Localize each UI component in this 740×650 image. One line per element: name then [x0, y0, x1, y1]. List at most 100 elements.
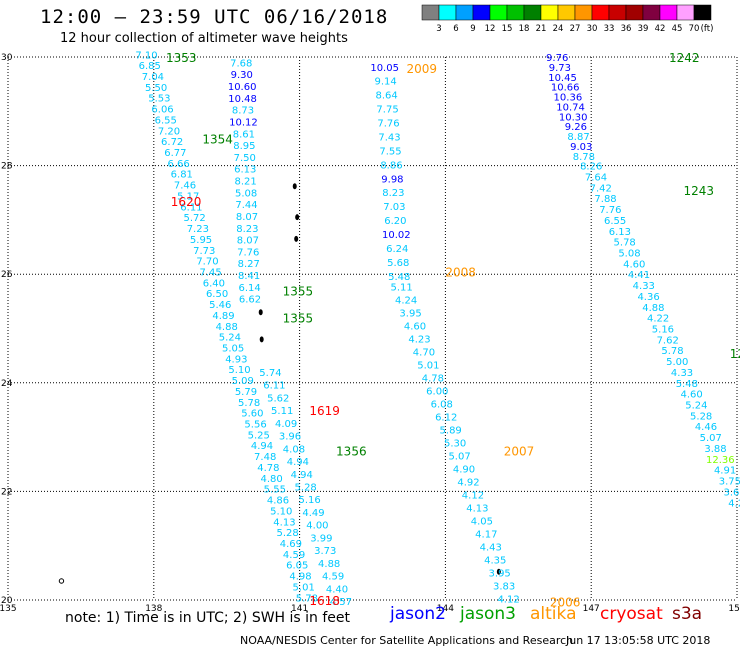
swh-value: 5.46: [209, 300, 231, 311]
island-marker: [259, 336, 264, 343]
lat-tick-label: 24: [1, 379, 13, 389]
swh-value: 5.10: [270, 506, 292, 517]
swh-value: 5.00: [666, 357, 688, 368]
swh-value: 5.01: [417, 361, 439, 372]
lon-tick-label: 144: [437, 604, 454, 614]
swh-value: 8.23: [236, 224, 258, 235]
swh-value: 5.16: [652, 325, 674, 336]
swh-value: 6.14: [238, 283, 260, 294]
swh-value: 8.07: [237, 236, 259, 247]
swh-value: 6.40: [203, 278, 225, 289]
swh-value: 5.56: [244, 420, 266, 431]
swh-value: 6.11: [180, 202, 202, 213]
legend-bin-label: 9: [470, 24, 475, 34]
swh-value: 4.98: [289, 572, 311, 583]
swh-value: 4.60: [404, 322, 426, 333]
legend-bin-label: 18: [519, 24, 530, 34]
swh-value: 5.11: [391, 283, 413, 294]
legend-bin-label: 15: [502, 24, 513, 34]
page-subtitle: 12 hour collection of altimeter wave hei…: [60, 31, 348, 46]
swh-value: 7.50: [234, 153, 256, 164]
swh-value: 4.86: [267, 496, 289, 507]
legend-bin-label: 45: [672, 24, 683, 34]
swh-value: 5.05: [222, 344, 244, 355]
swh-value: 5.78: [296, 593, 318, 604]
swh-value: 3.95: [399, 309, 421, 320]
lat-lon-grid: [7, 56, 738, 601]
swh-value: 6.24: [386, 244, 408, 255]
pass-time-label: 1244: [730, 347, 740, 361]
lon-tick-label: 147: [583, 604, 600, 614]
pass-time-label: 1354: [202, 132, 233, 146]
island-marker: [58, 578, 65, 584]
swh-value: 5.08: [618, 248, 640, 259]
pass-time-label: 1356: [336, 445, 367, 459]
swh-value: 10.74: [556, 102, 585, 113]
swh-value: 9.26: [565, 122, 587, 133]
swh-value: 8.86: [380, 160, 402, 171]
swh-value: 5.01: [293, 582, 315, 593]
swh-value: 8.78: [573, 152, 595, 163]
swh-value: 4.13: [466, 503, 488, 514]
lon-tick-label: 141: [291, 604, 308, 614]
swh-value: 3.83: [493, 581, 515, 592]
swh-value: 8.07: [236, 212, 258, 223]
swh-value: 6.13: [609, 227, 631, 238]
swh-value: 8.64: [375, 91, 397, 102]
pass-time-labels: 1353 1354 1620 1355 1355 1619 1356 1618 2009 2008…: [166, 51, 740, 610]
swh-value: 5.55: [264, 485, 286, 496]
swh-value: 7.76: [237, 247, 259, 258]
swh-value: 4.60: [680, 390, 702, 401]
swh-value: 4.94: [251, 441, 273, 452]
swh-value: 10.36: [554, 93, 583, 104]
legend-swatch: [506, 4, 525, 21]
swh-value: 4.60: [623, 259, 645, 270]
swh-value: 5.78: [661, 346, 683, 357]
swh-value: 6.66: [167, 159, 189, 170]
legend-swatch: [455, 4, 474, 21]
lon-tick-label: 135: [0, 604, 17, 614]
island-marker: [496, 568, 501, 575]
legend-swatch: [489, 4, 508, 21]
swh-value: 8.95: [233, 141, 255, 152]
swh-value: 4.20: [728, 498, 740, 509]
swh-value: 5.07: [448, 452, 470, 463]
swh-value: 5.30: [444, 439, 466, 450]
track-jason3-1243: 8.267.647.427.887.766.556.135.785.084.60…: [580, 162, 740, 510]
swh-value: 5.08: [235, 188, 257, 199]
swh-value: 7.88: [594, 194, 616, 205]
swh-value: 4.08: [283, 444, 305, 455]
swh-value: 4.90: [453, 465, 475, 476]
swh-value: 4.59: [283, 550, 305, 561]
swh-value: 9.30: [231, 70, 253, 81]
swh-value: 10.05: [370, 63, 399, 74]
mission-jason2: jason2: [390, 604, 446, 624]
swh-value: 10.45: [548, 73, 577, 84]
pass-time-label: 1243: [684, 184, 715, 198]
legend-swatch: [421, 4, 440, 21]
swh-value: 4.70: [413, 348, 435, 359]
swh-value: 5.28: [277, 528, 299, 539]
swh-value: 7.10: [135, 50, 157, 61]
swh-value: 7.45: [200, 267, 222, 278]
swh-value: 5.28: [295, 483, 317, 494]
swh-value: 3.75: [719, 477, 740, 488]
swh-value: 7.62: [657, 335, 679, 346]
swh-value: 7.55: [379, 146, 401, 157]
swh-value: 7.46: [174, 181, 196, 192]
legend-bin-label: 42: [655, 24, 666, 34]
swh-value: 4.93: [225, 354, 247, 365]
pass-time-label: 1618: [309, 594, 340, 608]
swh-value: 4.91: [714, 466, 736, 477]
swh-value: 4.49: [302, 508, 324, 519]
swh-value: 5.79: [235, 387, 257, 398]
swh-value: 10.48: [228, 94, 257, 105]
swh-value: 5.53: [148, 94, 170, 105]
swh-value: 6.50: [206, 289, 228, 300]
track-cryosat-1619: 5.74 6.115.62 5.11 4.09 3.964.08 4.94 4.94 5.28…: [259, 368, 352, 608]
island-markers: [58, 183, 501, 584]
pass-time-label: 2008: [445, 265, 476, 279]
generated-timestamp: Jun 17 13:05:58 UTC 2018: [566, 634, 711, 647]
pass-time-label: 2009: [407, 62, 438, 76]
swh-value: 4.88: [216, 322, 238, 333]
